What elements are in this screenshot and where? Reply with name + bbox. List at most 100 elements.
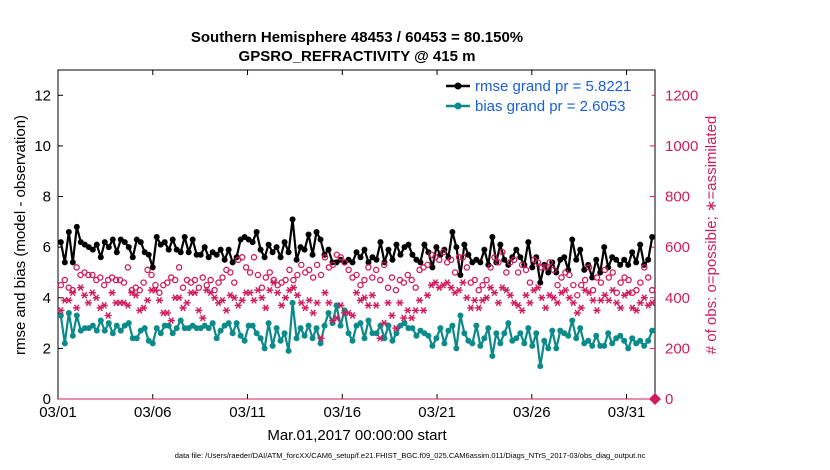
assimilated-obs-point: [624, 289, 633, 297]
possible-obs-point: [305, 266, 313, 274]
possible-obs-point: [298, 261, 305, 269]
bias-point: [565, 332, 572, 339]
x-tick-label: 03/21: [418, 404, 456, 421]
bias-point: [305, 322, 312, 329]
bias-point: [321, 322, 328, 329]
x-axis-ticks: 03/01 03/06 03/11 03/16 03/21 03/26 03/31: [39, 70, 645, 421]
rmse-point: [201, 244, 208, 251]
possible-obs-point: [526, 279, 534, 286]
rmse-point: [581, 266, 588, 273]
rmse-point: [181, 234, 188, 241]
bias-point: [61, 340, 68, 347]
rmse-point: [325, 246, 332, 253]
rmse-point: [113, 249, 120, 256]
assimilated-obs-point: [518, 306, 526, 314]
assimilated-obs-point: [538, 294, 546, 302]
bias-point: [449, 322, 456, 329]
rmse-point: [601, 244, 608, 251]
possible-obs-point: [436, 256, 443, 264]
possible-obs-point: [207, 276, 214, 284]
rmse-point: [565, 266, 572, 273]
possible-obs-point: [321, 254, 329, 261]
possible-obs-point: [100, 281, 108, 289]
bias-point: [641, 342, 648, 349]
possible-obs-point: [503, 269, 510, 276]
possible-obs-point: [191, 276, 199, 284]
rmse-point: [589, 274, 596, 281]
bias-point: [309, 335, 316, 342]
possible-obs-point: [376, 276, 384, 284]
assimilated-obs-point: [151, 286, 160, 294]
possible-obs-point: [637, 279, 644, 286]
rmse-point: [177, 249, 184, 256]
rmse-point: [545, 269, 552, 276]
bias-point: [529, 342, 536, 349]
rmse-point: [533, 254, 540, 261]
possible-obs-point: [439, 248, 447, 256]
possible-obs-point: [120, 279, 128, 286]
bias-point: [73, 312, 80, 319]
bias-point: [493, 330, 500, 337]
possible-obs-point: [538, 264, 546, 271]
rmse-point: [189, 236, 196, 243]
legend-bias-label: bias grand pr = 2.6053: [475, 98, 626, 115]
assimilated-obs-point: [569, 299, 577, 307]
rmse-point: [501, 256, 508, 263]
left-y-tick-label: 10: [34, 138, 51, 155]
bias-point: [317, 340, 324, 347]
rmse-point: [105, 244, 112, 251]
possible-obs-point: [408, 276, 415, 284]
rmse-point: [629, 249, 636, 256]
rmse-point: [349, 259, 356, 266]
bias-point: [89, 322, 96, 329]
possible-obs-point: [215, 279, 222, 286]
legend-rmse-marker: [454, 82, 462, 90]
assimilated-obs-point: [471, 296, 479, 304]
bias-point: [265, 320, 272, 327]
possible-obs-point: [558, 274, 565, 281]
assimilated-obs-point: [348, 312, 357, 319]
bias-point: [453, 345, 460, 352]
bias-point: [445, 327, 452, 334]
rmse-point: [65, 228, 72, 235]
rmse-point: [373, 256, 380, 263]
bias-point: [593, 332, 600, 339]
bias-point: [585, 337, 592, 344]
bias-point: [645, 337, 652, 344]
rmse-point: [249, 239, 256, 246]
assimilated-obs-point: [325, 299, 333, 307]
assimilated-obs-point: [542, 304, 550, 312]
left-y-tick-label: 6: [43, 239, 51, 256]
bias-point: [269, 342, 276, 349]
assimilated-obs-point: [337, 301, 345, 309]
possible-obs-point: [380, 261, 388, 269]
rmse-point: [593, 256, 600, 263]
possible-obs-point: [412, 284, 419, 291]
rmse-point: [445, 254, 452, 261]
rmse-point: [205, 254, 212, 261]
bias-point: [109, 330, 116, 337]
assimilated-obs-point: [73, 304, 81, 312]
possible-obs-point: [593, 274, 601, 281]
x-tick-label: 03/01: [39, 404, 77, 421]
bias-point: [97, 317, 104, 324]
rmse-point: [621, 256, 628, 263]
bias-point: [573, 335, 580, 342]
possible-obs-point: [97, 274, 104, 281]
x-tick-label: 03/16: [324, 404, 362, 421]
assimilated-obs-point: [76, 284, 85, 292]
possible-obs-point: [361, 276, 368, 284]
possible-obs-point: [471, 276, 479, 284]
bias-point: [241, 337, 248, 344]
assimilated-obs-point: [210, 294, 219, 302]
bias-point: [285, 347, 292, 354]
assimilated-obs-point: [104, 312, 112, 319]
assimilated-obs-point: [317, 334, 325, 342]
rmse-point: [497, 241, 504, 248]
rmse-point: [253, 228, 260, 235]
rmse-point: [429, 264, 436, 271]
assimilated-obs-point: [463, 294, 471, 302]
bias-point: [333, 302, 340, 309]
possible-obs-point: [479, 281, 486, 289]
rmse-point: [301, 246, 308, 253]
